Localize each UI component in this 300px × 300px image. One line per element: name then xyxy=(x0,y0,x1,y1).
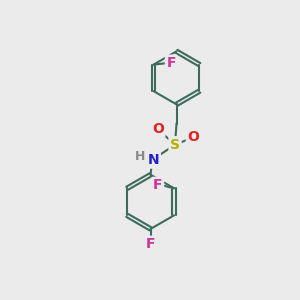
Text: O: O xyxy=(187,130,199,144)
Text: N: N xyxy=(148,153,159,167)
Text: O: O xyxy=(152,122,164,136)
Text: F: F xyxy=(167,56,176,70)
Text: F: F xyxy=(153,178,163,192)
Text: S: S xyxy=(170,138,180,152)
Text: H: H xyxy=(134,150,145,163)
Text: F: F xyxy=(146,237,155,251)
